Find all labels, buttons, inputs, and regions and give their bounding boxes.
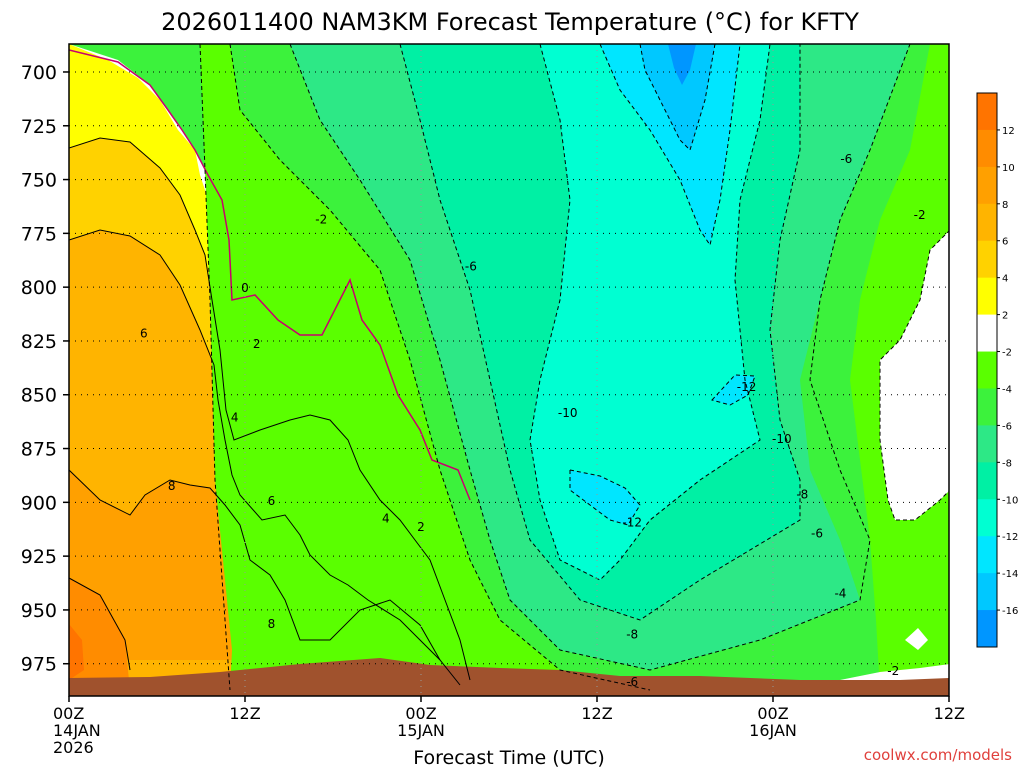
- colorbar-label: 2: [1002, 311, 1008, 322]
- region-below-16: [668, 44, 696, 85]
- contour-label: 2: [417, 520, 425, 534]
- terrain: [69, 658, 949, 696]
- colorbar-label: -10: [1002, 495, 1018, 506]
- contour-lines-zero: [69, 49, 471, 501]
- colorbar-label: -6: [1002, 421, 1012, 432]
- colorbar-swatch: [977, 388, 997, 426]
- contour-label: 8: [168, 479, 176, 493]
- x-tick-label: 00Z: [757, 704, 788, 723]
- colorbar-swatch: [977, 203, 997, 242]
- y-tick-label: 775: [21, 223, 57, 245]
- contour-label: -8: [796, 488, 808, 502]
- colorbar-label: -14: [1002, 569, 1018, 580]
- y-tick-label: 850: [21, 385, 57, 407]
- region-right-warm-b: [905, 628, 928, 650]
- x-tick-sublabel: 15JAN: [397, 721, 445, 740]
- x-tick-label: 12Z: [934, 704, 965, 723]
- contour-labels: 0 2 4 6 8 6 8 4 2 -2 -6 -10 -12 -10 -12 -8 -6 -4 -8 -6 -6 -2 -…: [140, 152, 926, 689]
- colorbar: 12 10 8 6 4 2 -2 -4 -6 -8 -10 -12 -14 -16: [976, 92, 1018, 648]
- y-tick-label: 925: [21, 546, 57, 568]
- colorbar-swatch: [977, 93, 997, 131]
- colorbar-swatch: [977, 277, 997, 316]
- contour-label: -12: [737, 380, 757, 394]
- colorbar-swatch: [977, 499, 997, 537]
- region-below-12b: [570, 470, 640, 525]
- colorbar-label: -8: [1002, 458, 1012, 469]
- colorbar-swatch: [977, 351, 997, 389]
- colorbar-label: 10: [1002, 163, 1015, 174]
- contour-label: -2: [887, 664, 899, 678]
- contour-label: 4: [231, 410, 239, 424]
- contour-label: -12: [622, 516, 642, 530]
- y-tick-label: 875: [21, 439, 57, 461]
- contour-label: -6: [811, 526, 823, 540]
- region-above-10: [69, 578, 130, 690]
- contour-lines: [69, 137, 471, 686]
- contour-label: 4: [382, 511, 390, 525]
- colorbar-swatch: [977, 462, 997, 500]
- x-tick-label: 12Z: [229, 704, 260, 723]
- contour-label: 6: [268, 494, 276, 508]
- contour-label: -10: [558, 406, 578, 420]
- colorbar-swatch: [977, 610, 997, 648]
- region-above-12: [69, 624, 84, 680]
- contour-label: -2: [914, 208, 926, 222]
- contour-label: -4: [834, 587, 846, 601]
- x-axis-label: Forecast Time (UTC): [413, 747, 604, 768]
- contour-label: -6: [840, 152, 852, 166]
- contour-label: 0: [241, 281, 249, 295]
- x-tick-sublabel: 16JAN: [749, 721, 797, 740]
- region-below-14: [640, 44, 715, 150]
- colorbar-swatch: [977, 425, 997, 463]
- colorbar-swatch: [977, 240, 997, 279]
- colorbar-swatch: [977, 166, 997, 205]
- colorbar-swatch: [977, 536, 997, 574]
- y-axis: 700 725 750 775 800 825 850 875 900 925 950 975: [21, 62, 69, 676]
- contour-lines-negative: [199, 44, 949, 691]
- y-tick-label: 900: [21, 492, 57, 514]
- colorbar-label: -2: [1002, 348, 1012, 359]
- colorbar-swatch: [977, 314, 997, 353]
- y-tick-label: 950: [21, 600, 57, 622]
- contour-label: 2: [253, 337, 261, 351]
- colorbar-label: -12: [1002, 532, 1018, 543]
- y-tick-label: 725: [21, 116, 57, 138]
- colorbar-label: 8: [1002, 200, 1008, 211]
- colorbar-label: 4: [1002, 274, 1008, 285]
- y-tick-label: 975: [21, 654, 57, 676]
- colorbar-frame: [976, 92, 998, 648]
- x-tick-sublabel: 14JAN: [53, 721, 101, 740]
- contour-label: -6: [465, 260, 477, 274]
- y-tick-label: 825: [21, 331, 57, 353]
- contour-label: -10: [772, 432, 792, 446]
- colorbar-swatch: [977, 573, 997, 611]
- x-tick-sublabel: 2026: [53, 738, 94, 757]
- contour-label: 8: [268, 617, 276, 631]
- y-tick-label: 700: [21, 62, 57, 84]
- grid-lines: [69, 44, 949, 696]
- colorbar-label: -4: [1002, 384, 1012, 395]
- contour-label: -8: [626, 628, 638, 642]
- x-tick-label: 00Z: [405, 704, 436, 723]
- x-tick-label: 12Z: [581, 704, 612, 723]
- contour-label: 6: [140, 326, 148, 340]
- plot-frame: [68, 43, 950, 697]
- x-tick-label: 00Z: [53, 704, 84, 723]
- colorbar-swatch: [977, 129, 997, 168]
- temperature-field: 0 2 4 6 8 6 8 4 2 -2 -6 -10 -12 -10 -12 -8 -6 -4 -8 -6 -6 -2 -…: [69, 44, 949, 696]
- colorbar-label: 12: [1002, 126, 1015, 137]
- chart-title: 2026011400 NAM3KM Forecast Temperature (…: [161, 8, 859, 36]
- contour-label: -6: [626, 675, 638, 689]
- credit-text: coolwx.com/models: [864, 746, 1012, 764]
- y-tick-label: 800: [21, 277, 57, 299]
- colorbar-label: -16: [1002, 606, 1018, 617]
- region-right-warm: [880, 231, 949, 520]
- colorbar-label: 6: [1002, 237, 1008, 248]
- contour-label: -2: [315, 212, 327, 226]
- region-below-12c: [712, 375, 755, 405]
- y-tick-label: 750: [21, 170, 57, 192]
